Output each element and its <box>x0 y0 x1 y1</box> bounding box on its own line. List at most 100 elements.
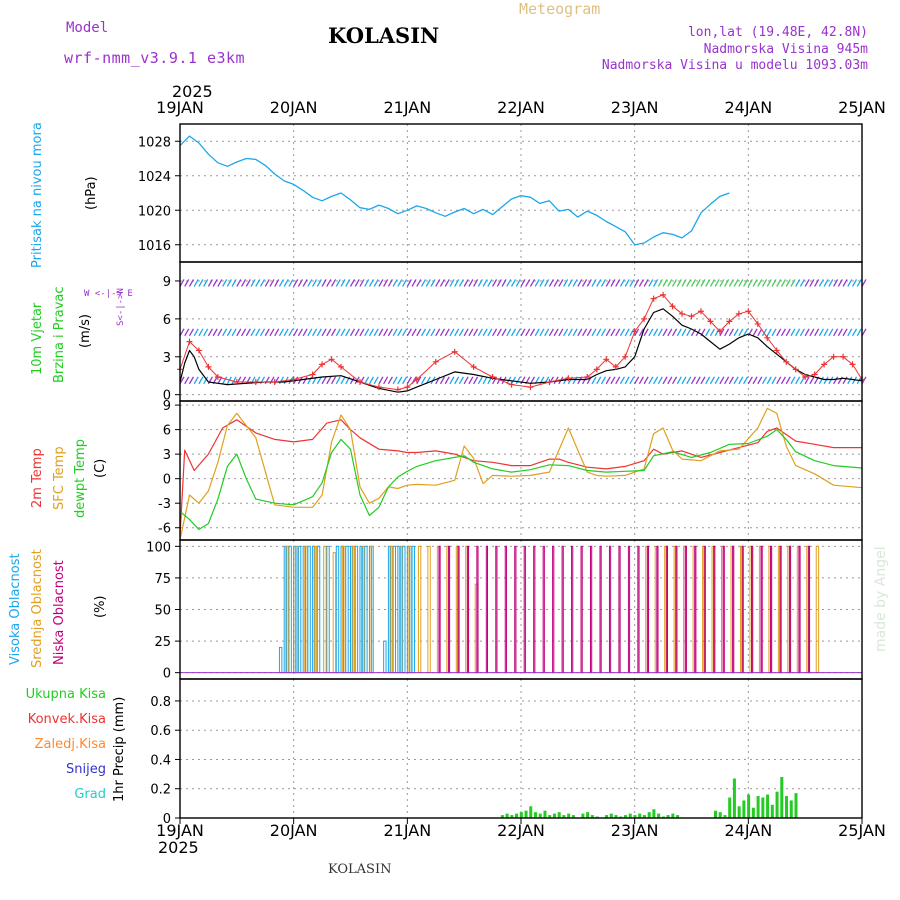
wind-barb <box>795 376 801 385</box>
wind-barb <box>444 328 450 337</box>
station-title: KOLASIN <box>328 23 440 48</box>
precip-bar <box>666 815 670 818</box>
wind-barb <box>856 279 862 287</box>
cloud-bar-2 <box>590 545 593 674</box>
wind-barb <box>619 279 626 287</box>
precip-bar <box>780 777 784 818</box>
wind-gust-marker <box>660 291 667 298</box>
wind-barb <box>487 328 493 337</box>
wind-barb <box>709 279 716 287</box>
wind-barb <box>473 328 479 337</box>
wind-gust-marker <box>356 379 363 386</box>
wind-barb <box>345 279 351 287</box>
wind-barb <box>638 279 644 287</box>
wind-barb <box>373 328 379 337</box>
wind-gust-marker <box>290 376 297 383</box>
wind-barb <box>799 328 805 337</box>
wind-barb <box>274 328 280 337</box>
wind-barb <box>439 376 446 385</box>
wind-barb <box>591 279 597 287</box>
ytick-label-wind: 0 <box>163 389 171 404</box>
cloud-bar-0 <box>307 545 311 674</box>
precip-bar <box>534 812 538 818</box>
wind-barb <box>468 279 474 287</box>
cloud-bar-0 <box>288 545 292 674</box>
precip-bar <box>557 812 561 818</box>
wind-barb <box>387 328 393 337</box>
wind-barb <box>231 328 237 337</box>
wind-barb <box>837 376 843 385</box>
wind-barb <box>648 376 654 385</box>
precip-bar <box>529 806 533 818</box>
wind-barb <box>743 376 749 385</box>
wind-barb <box>207 328 213 337</box>
wind-barb <box>790 279 796 287</box>
cloud-bar-1 <box>427 545 431 674</box>
cloud-bar-0 <box>383 640 387 674</box>
wind-barb <box>577 376 583 385</box>
wind-barb <box>198 328 204 337</box>
wind-barb <box>435 279 441 287</box>
wind-barb <box>250 279 256 287</box>
wind-barb <box>629 328 635 337</box>
precip-bar <box>543 810 547 818</box>
wind-barb <box>714 279 720 287</box>
wind-barb <box>473 279 479 287</box>
wind-barb <box>193 328 199 337</box>
wind-barb <box>330 376 337 385</box>
wind-barb <box>321 376 327 385</box>
wind-barb <box>586 328 592 337</box>
wind-gust-marker <box>252 379 259 386</box>
wind-barb <box>203 328 209 337</box>
wind-barb <box>548 328 554 337</box>
wind-gust-marker <box>697 308 704 315</box>
wind-barb <box>553 279 559 287</box>
wind-barb <box>203 279 209 287</box>
wind-gust-marker <box>830 353 837 360</box>
wind-barb <box>245 376 251 385</box>
wind-barb <box>226 279 232 287</box>
wind-barb <box>686 328 692 337</box>
wind-gust-marker <box>309 371 316 378</box>
wind-barb <box>217 328 223 337</box>
wind-barb <box>757 279 763 287</box>
precip-bar <box>661 816 665 818</box>
wind-barb <box>837 279 843 287</box>
wind-barb <box>728 328 734 337</box>
cloud-bar-2 <box>514 545 517 674</box>
wind-barb <box>757 376 763 385</box>
wind-barb <box>761 328 768 337</box>
wind-barb <box>264 328 270 337</box>
cloud-bar-0 <box>345 545 349 674</box>
wind-barb <box>184 279 190 287</box>
wind-barb <box>785 328 791 337</box>
wind-barb <box>563 328 569 337</box>
pressure-line <box>179 135 730 246</box>
precip-bar <box>633 815 637 818</box>
wind-barb <box>643 376 649 385</box>
wind-barb <box>435 328 441 337</box>
wind-gust-marker <box>669 303 676 310</box>
cloud-bar-0 <box>326 545 330 674</box>
temp-line-1 <box>179 407 863 541</box>
cloud-bar-1 <box>332 552 337 674</box>
wind-barb <box>733 279 739 287</box>
wind-barb <box>605 376 611 385</box>
wind-barb <box>245 328 251 337</box>
wind-barb <box>790 376 796 385</box>
wind-barb <box>515 328 521 337</box>
wind-barb <box>681 328 687 337</box>
wind-gust-marker <box>214 373 221 380</box>
x-label-bottom: 25JAN <box>838 821 886 840</box>
wind-barb <box>624 328 630 337</box>
wind-barb <box>761 376 768 385</box>
cloud-bar-2 <box>627 545 631 674</box>
cloud-bar-2 <box>580 545 583 674</box>
wind-barb <box>780 279 787 287</box>
wind-barb <box>600 279 607 287</box>
wind-barb <box>264 376 270 385</box>
wind-barb <box>743 279 749 287</box>
wind-barb <box>799 376 805 385</box>
wind-barb <box>364 328 370 337</box>
wind-barb <box>439 279 446 287</box>
